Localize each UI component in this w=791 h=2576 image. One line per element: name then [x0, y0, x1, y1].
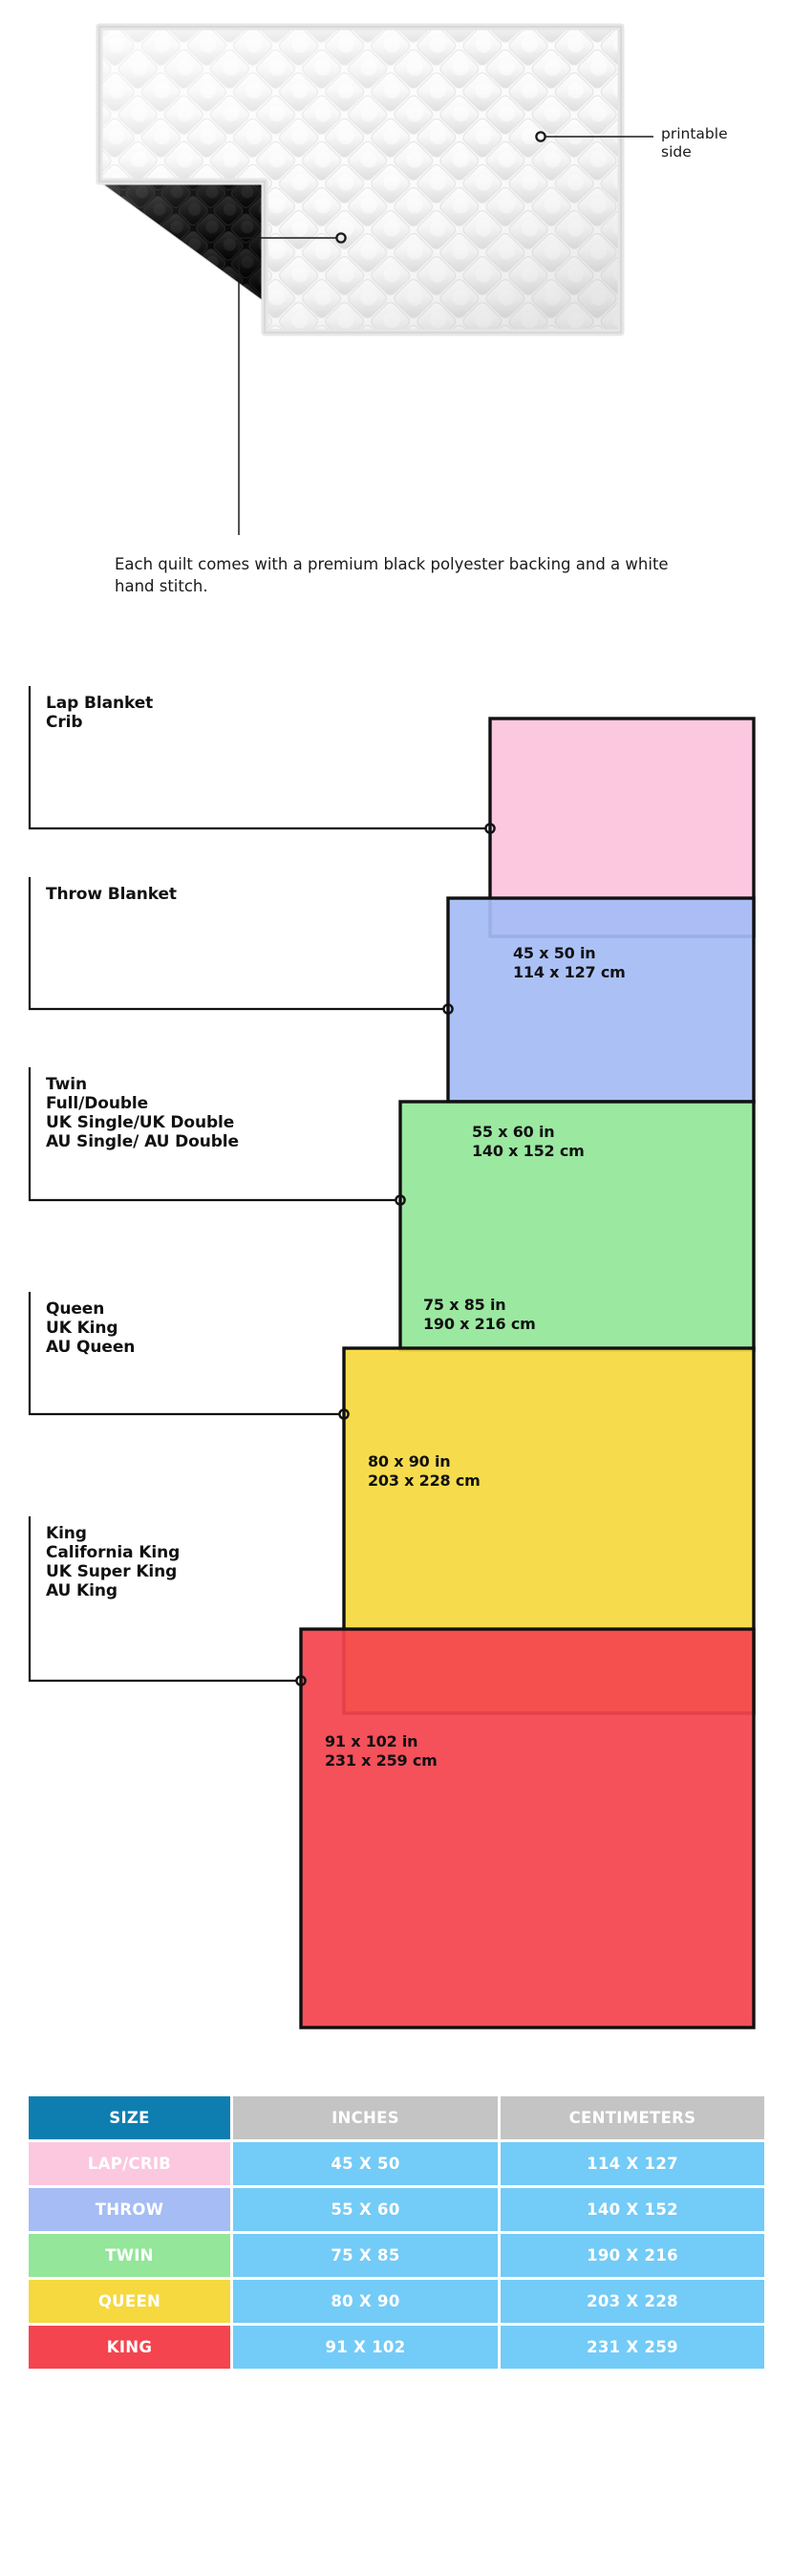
black-backing-callout: [238, 232, 347, 535]
leader-dot-queen: [338, 1408, 350, 1420]
dimension-label-twin: 75 x 85 in 190 x 216 cm: [423, 1296, 536, 1333]
size-label-king: King California King UK Super King AU Ki…: [46, 1524, 181, 1601]
table-cell-inches: 45 X 50: [233, 2142, 498, 2185]
table-header-size: SIZE: [29, 2096, 230, 2139]
printable-side-label: printable side: [661, 125, 728, 161]
leader-queen: [28, 1292, 339, 1416]
leader-dot-twin: [395, 1194, 406, 1206]
table-cell-centimeters: 190 X 216: [501, 2234, 764, 2277]
table-cell-centimeters: 140 X 152: [501, 2188, 764, 2231]
table-cell-centimeters: 114 X 127: [501, 2142, 764, 2185]
quilt-white-face: [96, 23, 625, 336]
table-cell-inches: 91 X 102: [233, 2326, 498, 2369]
table-cell-inches: 75 X 85: [233, 2234, 498, 2277]
leader-twin: [28, 1067, 396, 1202]
size-table: SIZE INCHES CENTIMETERS LAP/CRIB 45 X 50…: [29, 2096, 764, 2372]
leader-dot-throw: [442, 1003, 454, 1015]
size-label-throw: Throw Blanket: [46, 885, 177, 904]
quilt-illustration-section: printable side: [0, 0, 791, 535]
quilt-caption: Each quilt comes with a premium black po…: [115, 555, 669, 595]
table-cell-centimeters: 203 X 228: [501, 2280, 764, 2323]
size-label-queen: Queen UK King AU Queen: [46, 1299, 136, 1358]
table-row: QUEEN 80 X 90 203 X 228: [29, 2280, 764, 2323]
size-rect-throw: [446, 896, 756, 1104]
leader-king: [28, 1516, 296, 1683]
leader-throw: [28, 877, 443, 1011]
size-label-lapcrib: Lap Blanket Crib: [46, 694, 154, 733]
table-header-inches: INCHES: [233, 2096, 498, 2139]
table-cell-size: LAP/CRIB: [29, 2142, 230, 2185]
size-comparison-diagram: Lap Blanket Crib Throw Blanket Twin Full…: [0, 659, 791, 2059]
quilt-photo: [96, 23, 653, 535]
table-cell-size: KING: [29, 2326, 230, 2369]
size-rect-king: [299, 1627, 756, 2029]
size-label-twin: Twin Full/Double UK Single/UK Double AU …: [46, 1075, 239, 1152]
table-cell-size: THROW: [29, 2188, 230, 2231]
leader-lapcrib: [28, 686, 485, 830]
table-header-row: SIZE INCHES CENTIMETERS: [29, 2096, 764, 2139]
table-row: KING 91 X 102 231 X 259: [29, 2326, 764, 2369]
size-rectangles: [28, 686, 756, 2029]
table-header-centimeters: CENTIMETERS: [501, 2096, 764, 2139]
table-row: THROW 55 X 60 140 X 152: [29, 2188, 764, 2231]
quilt-black-backing: [99, 182, 272, 333]
table-row: LAP/CRIB 45 X 50 114 X 127: [29, 2142, 764, 2185]
table-cell-size: TWIN: [29, 2234, 230, 2277]
table-cell-size: QUEEN: [29, 2280, 230, 2323]
table-cell-centimeters: 231 X 259: [501, 2326, 764, 2369]
dimension-label-lapcrib: 45 x 50 in 114 x 127 cm: [513, 944, 626, 981]
table-cell-inches: 80 X 90: [233, 2280, 498, 2323]
dimension-label-queen: 80 x 90 in 203 x 228 cm: [368, 1452, 481, 1490]
leader-dot-king: [295, 1675, 307, 1686]
dimension-label-throw: 55 x 60 in 140 x 152 cm: [472, 1123, 585, 1160]
printable-side-callout: [535, 131, 653, 142]
table-cell-inches: 55 X 60: [233, 2188, 498, 2231]
size-rect-twin: [398, 1100, 756, 1352]
dimension-label-king: 91 x 102 in 231 x 259 cm: [325, 1732, 438, 1770]
leader-dot-lapcrib: [484, 823, 496, 834]
table-row: TWIN 75 X 85 190 X 216: [29, 2234, 764, 2277]
